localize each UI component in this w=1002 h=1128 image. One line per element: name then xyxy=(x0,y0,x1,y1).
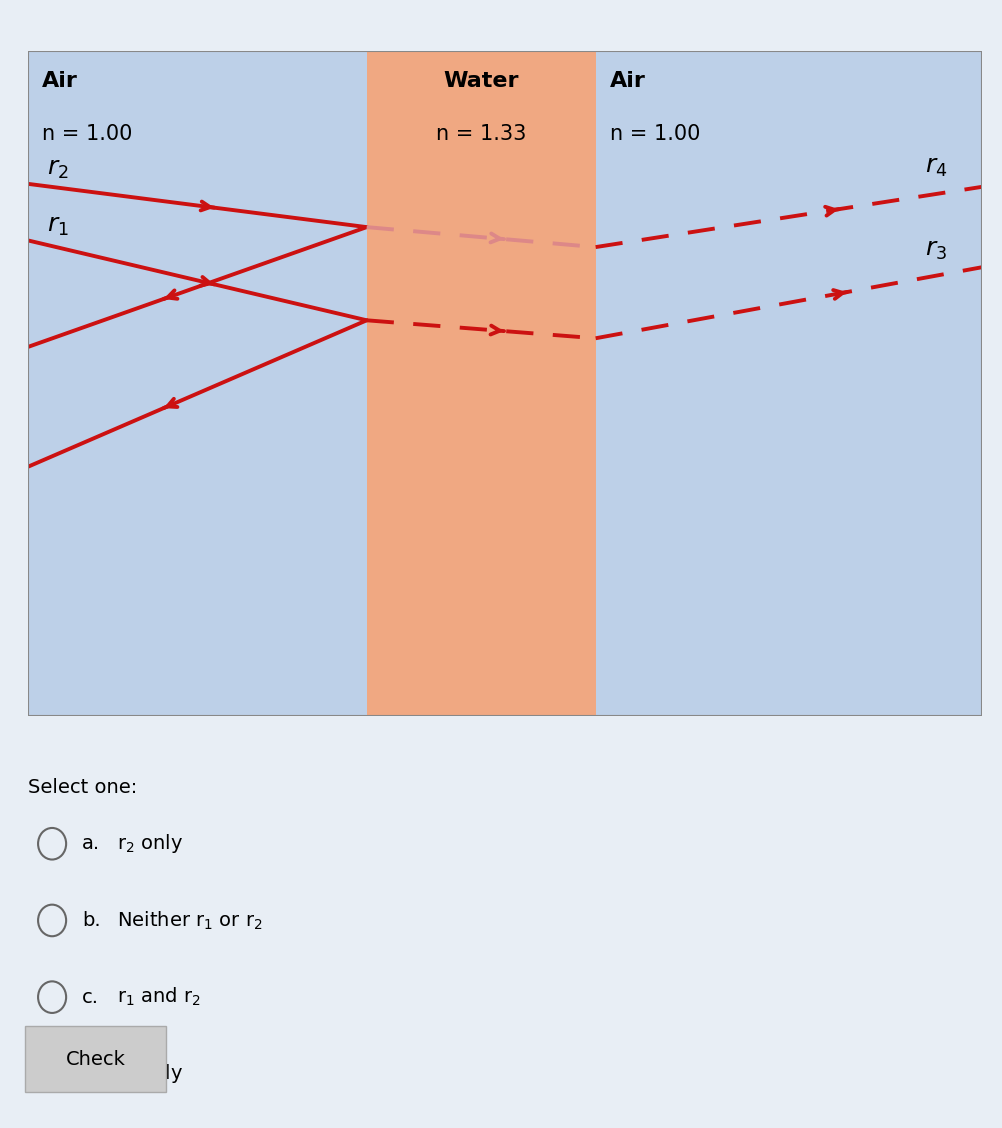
Text: a.: a. xyxy=(82,835,100,853)
Text: Neither r$_1$ or r$_2$: Neither r$_1$ or r$_2$ xyxy=(117,909,263,932)
Text: r$_1$: r$_1$ xyxy=(47,214,69,238)
Text: b.: b. xyxy=(82,911,101,929)
FancyBboxPatch shape xyxy=(25,1026,166,1092)
Bar xyxy=(595,51,982,716)
Text: Water: Water xyxy=(444,71,519,90)
Text: Select one:: Select one: xyxy=(28,778,137,797)
Text: r$_1$ and r$_2$: r$_1$ and r$_2$ xyxy=(117,986,201,1008)
Text: Air: Air xyxy=(42,71,78,90)
Text: r$_2$ only: r$_2$ only xyxy=(117,832,183,855)
Bar xyxy=(28,51,367,716)
Text: d.: d. xyxy=(82,1065,101,1083)
Text: r$_1$ only: r$_1$ only xyxy=(117,1063,183,1085)
Text: c.: c. xyxy=(82,988,99,1006)
Text: r$_2$: r$_2$ xyxy=(47,157,69,180)
Text: r$_3$: r$_3$ xyxy=(925,238,947,263)
Text: n = 1.00: n = 1.00 xyxy=(42,124,132,144)
Text: n = 1.33: n = 1.33 xyxy=(436,124,526,144)
Text: Check: Check xyxy=(66,1050,125,1068)
Text: n = 1.00: n = 1.00 xyxy=(610,124,700,144)
Bar xyxy=(367,51,595,716)
Text: Air: Air xyxy=(610,71,646,90)
Text: r$_4$: r$_4$ xyxy=(925,155,947,178)
